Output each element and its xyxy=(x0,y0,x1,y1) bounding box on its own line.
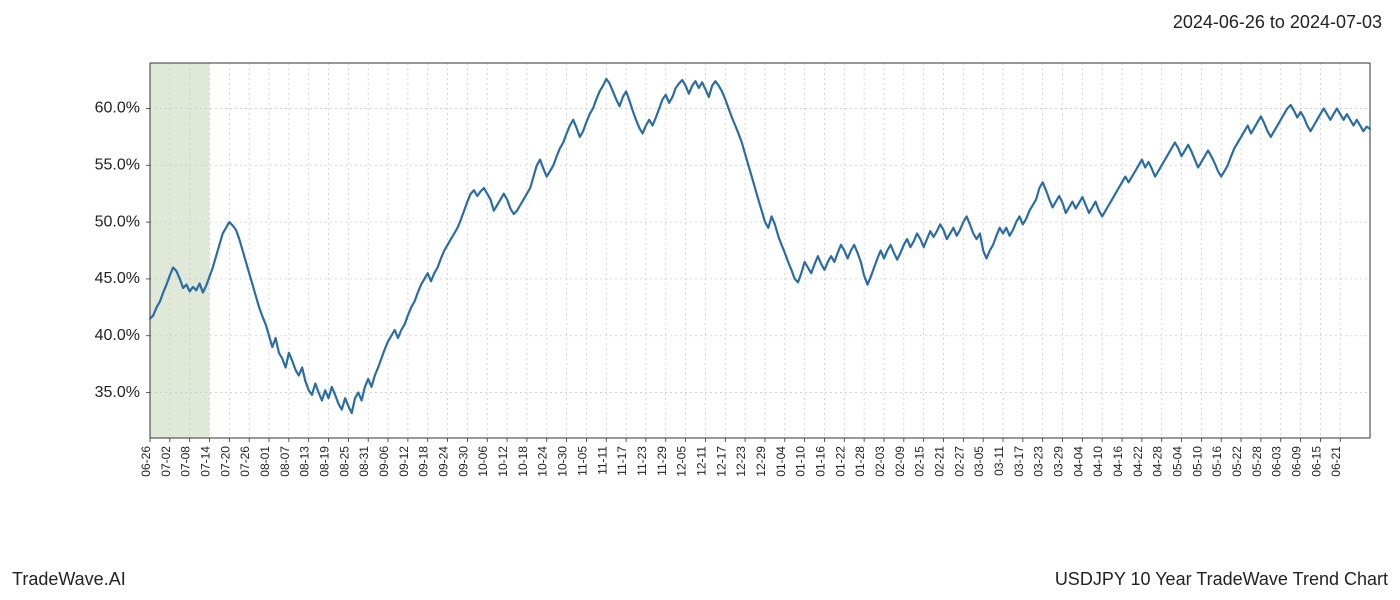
x-tick-label: 05-10 xyxy=(1190,446,1204,477)
x-tick-label: 07-02 xyxy=(159,446,173,477)
x-tick-label: 03-29 xyxy=(1052,446,1066,477)
x-tick-label: 12-17 xyxy=(714,446,728,477)
x-tick-label: 06-21 xyxy=(1329,446,1343,477)
x-tick-label: 11-23 xyxy=(635,446,649,476)
x-tick-label: 03-11 xyxy=(992,446,1006,476)
date-range-text: 2024-06-26 to 2024-07-03 xyxy=(1173,12,1382,33)
x-tick-label: 10-30 xyxy=(556,446,570,477)
x-tick-label: 02-15 xyxy=(913,446,927,477)
x-tick-label: 12-23 xyxy=(734,446,748,477)
x-tick-label: 04-16 xyxy=(1111,446,1125,477)
x-tick-label: 06-26 xyxy=(139,446,153,477)
x-tick-label: 08-07 xyxy=(278,446,292,477)
x-tick-label: 10-18 xyxy=(516,446,530,477)
x-tick-label: 01-04 xyxy=(774,446,788,477)
x-tick-label: 12-29 xyxy=(754,446,768,477)
highlight-band xyxy=(150,63,210,438)
x-tick-label: 09-30 xyxy=(456,446,470,477)
y-tick-label: 50.0% xyxy=(95,213,140,230)
x-tick-label: 12-11 xyxy=(694,446,708,476)
y-tick-label: 60.0% xyxy=(95,100,140,117)
x-tick-label: 05-16 xyxy=(1210,446,1224,477)
x-tick-label: 11-11 xyxy=(595,446,609,475)
x-tick-label: 08-01 xyxy=(258,446,272,477)
chart-container: 35.0% 40.0% 45.0% 50.0% 55.0% 60.0% 06-26 07-02… xyxy=(70,48,1380,518)
x-tick-label: 04-04 xyxy=(1071,446,1085,477)
x-tick-label: 06-15 xyxy=(1309,446,1323,477)
x-tick-label: 04-22 xyxy=(1131,446,1145,477)
x-tick-label: 09-12 xyxy=(397,446,411,477)
x-tick-label: 07-08 xyxy=(179,446,193,477)
x-tick-label: 08-25 xyxy=(337,446,351,477)
x-tick-label: 05-04 xyxy=(1171,446,1185,477)
x-tick-label: 09-06 xyxy=(377,446,391,477)
y-tick-label: 45.0% xyxy=(95,270,140,287)
x-tick-label: 02-03 xyxy=(873,446,887,477)
trend-chart: 35.0% 40.0% 45.0% 50.0% 55.0% 60.0% 06-26 07-02… xyxy=(70,48,1380,518)
x-tick-label: 06-09 xyxy=(1290,446,1304,477)
x-tick-label: 01-16 xyxy=(813,446,827,477)
brand-text: TradeWave.AI xyxy=(12,569,126,590)
x-tick-label: 04-10 xyxy=(1091,446,1105,477)
x-tick-label: 07-14 xyxy=(199,446,213,477)
y-tick-label: 55.0% xyxy=(95,156,140,173)
x-tick-label: 09-24 xyxy=(437,446,451,477)
x-tick-label: 07-26 xyxy=(238,446,252,477)
x-tick-label: 08-13 xyxy=(298,446,312,477)
x-tick-label: 02-27 xyxy=(952,446,966,477)
x-tick-label: 03-17 xyxy=(1012,446,1026,477)
x-tick-label: 02-09 xyxy=(893,446,907,477)
x-tick-label: 04-28 xyxy=(1151,446,1165,477)
x-tick-label: 10-24 xyxy=(536,446,550,477)
x-tick-label: 07-20 xyxy=(218,446,232,477)
x-tick-label: 01-10 xyxy=(794,446,808,477)
x-tick-label: 08-19 xyxy=(318,446,332,477)
x-tick-label: 01-22 xyxy=(833,446,847,477)
x-tick-label: 06-03 xyxy=(1270,446,1284,477)
x-tick-label: 05-28 xyxy=(1250,446,1264,477)
x-tick-label: 03-05 xyxy=(972,446,986,477)
x-tick-label: 11-29 xyxy=(655,446,669,476)
x-tick-label: 11-17 xyxy=(615,446,629,476)
x-tick-label: 05-22 xyxy=(1230,446,1244,477)
y-tick-label: 40.0% xyxy=(95,327,140,344)
x-tick-label: 02-21 xyxy=(932,446,946,477)
x-tick-label: 08-31 xyxy=(357,446,371,477)
y-tick-label: 35.0% xyxy=(95,384,140,401)
chart-title-text: USDJPY 10 Year TradeWave Trend Chart xyxy=(1055,569,1388,590)
x-tick-label: 01-28 xyxy=(853,446,867,477)
x-tick-label: 09-18 xyxy=(417,446,431,477)
x-tick-label: 10-12 xyxy=(496,446,510,477)
x-tick-label: 11-05 xyxy=(575,446,589,476)
x-tick-label: 12-05 xyxy=(675,446,689,477)
x-tick-label: 03-23 xyxy=(1032,446,1046,477)
x-tick-label: 10-06 xyxy=(476,446,490,477)
